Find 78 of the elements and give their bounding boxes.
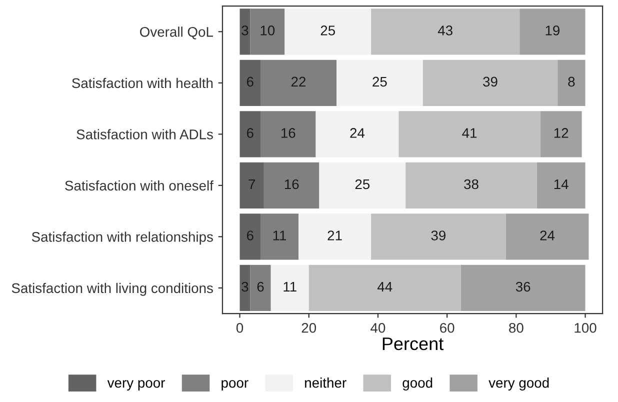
legend-label: good	[402, 378, 432, 391]
bar	[536, 162, 586, 208]
data-label: 21	[328, 230, 342, 240]
bar	[240, 111, 260, 158]
data-label: 39	[483, 76, 498, 87]
legend-label: neither	[305, 378, 346, 388]
x-tick-label: 80	[509, 322, 524, 333]
data-label: 12	[554, 128, 568, 138]
bar	[540, 111, 582, 158]
bar	[240, 214, 260, 260]
bar	[260, 60, 336, 106]
bar	[371, 8, 520, 55]
x-tick-label: 20	[302, 322, 316, 333]
data-label: 16	[284, 179, 299, 190]
y-tick-label: Satisfaction with health	[72, 78, 213, 88]
bar	[260, 111, 316, 158]
x-axis-title: Percent	[382, 338, 444, 350]
y-tick-label: Overall QoL	[140, 26, 213, 40]
bar	[264, 162, 320, 208]
data-label: 38	[464, 179, 478, 190]
bar	[240, 8, 250, 55]
bar	[240, 162, 264, 208]
bar	[520, 8, 586, 55]
data-label: 22	[291, 76, 306, 87]
bar	[460, 264, 586, 311]
data-label: 6	[257, 282, 264, 292]
bar	[506, 214, 589, 260]
bar	[250, 264, 271, 311]
data-label: 3	[242, 26, 248, 36]
y-tick-label: Satisfaction with ADLs	[76, 129, 213, 140]
data-label: 25	[372, 76, 387, 87]
x-tick-label: 60	[440, 322, 454, 333]
bar	[319, 162, 406, 208]
bar	[336, 60, 423, 106]
data-label: 25	[355, 179, 370, 190]
data-label: 7	[248, 179, 256, 190]
data-label: 6	[246, 128, 254, 138]
data-label: 11	[273, 230, 286, 240]
data-label: 16	[281, 128, 296, 138]
y-tick-label: Satisfaction with living conditions	[12, 282, 213, 296]
legend-label: very good	[488, 378, 549, 391]
legend-label: poor	[222, 380, 248, 391]
bar	[240, 264, 250, 311]
data-label: 11	[284, 282, 296, 292]
x-tick-label: 0	[236, 322, 244, 333]
bar	[298, 214, 372, 260]
x-tick-label: 100	[574, 322, 596, 333]
bar	[558, 60, 586, 106]
data-label: 24	[350, 128, 365, 138]
bar	[371, 214, 506, 260]
bar	[308, 264, 461, 311]
y-tick-label: Satisfaction with oneself	[65, 180, 214, 191]
data-label: 24	[540, 230, 555, 240]
data-label: 3	[242, 282, 248, 292]
legend-label: very poor	[107, 380, 165, 391]
bar	[398, 111, 540, 158]
data-label: 44	[377, 282, 392, 292]
data-label: 25	[320, 26, 336, 36]
data-label: 39	[431, 230, 446, 240]
data-label: 19	[546, 26, 560, 36]
data-label: 8	[568, 76, 575, 87]
data-label: 43	[438, 26, 452, 36]
bar	[270, 264, 309, 311]
bar	[260, 214, 298, 260]
data-label: 36	[516, 282, 530, 292]
y-tick-label: Satisfaction with relationships	[32, 232, 213, 245]
bar	[422, 60, 558, 106]
data-label: 6	[246, 230, 254, 240]
bar	[406, 162, 537, 208]
data-label: 6	[246, 76, 254, 87]
data-label: 10	[260, 26, 275, 36]
bar	[316, 111, 399, 158]
data-label: 14	[554, 179, 568, 190]
data-label: 41	[462, 128, 477, 138]
x-tick-label: 40	[370, 322, 386, 333]
bar	[284, 8, 372, 55]
bar	[250, 8, 285, 55]
bar	[240, 60, 260, 106]
